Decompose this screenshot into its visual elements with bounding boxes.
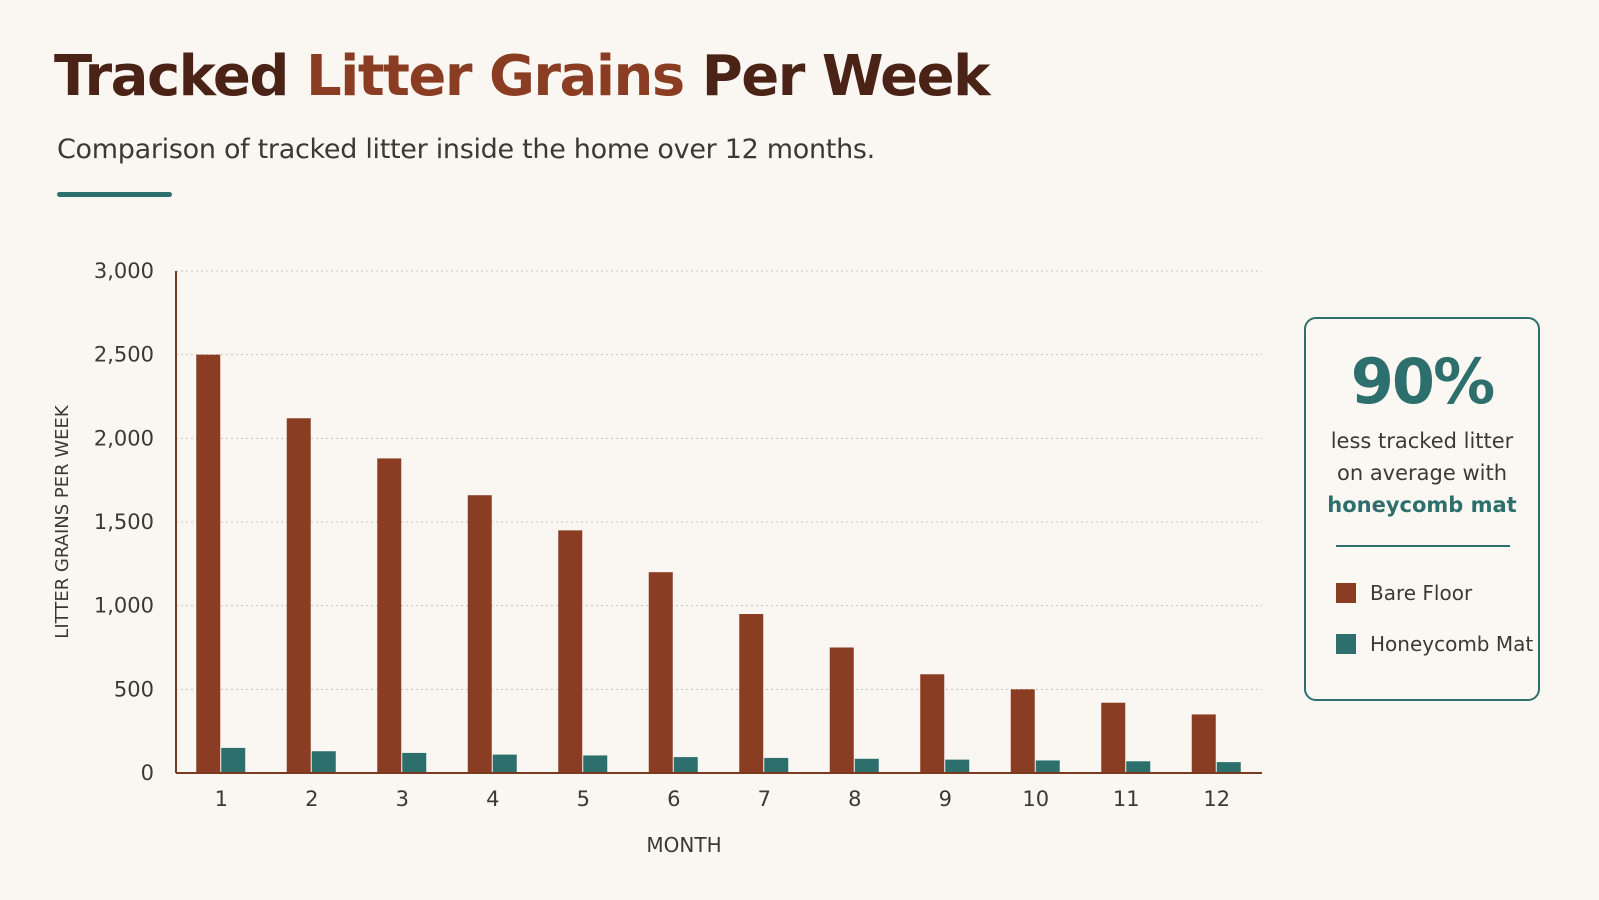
bar-bare-floor xyxy=(377,458,402,773)
bar-bare-floor xyxy=(467,495,492,773)
stat-line-2: on average with xyxy=(1336,461,1508,485)
x-tick-label: 7 xyxy=(758,787,771,811)
legend-swatch-honeycomb-mat xyxy=(1336,634,1356,654)
y-tick-label: 3,000 xyxy=(94,259,154,283)
bar-honeycomb-mat xyxy=(402,752,427,773)
x-tick-label: 12 xyxy=(1203,787,1230,811)
bar-bare-floor xyxy=(1010,689,1035,773)
x-tick-label: 2 xyxy=(305,787,318,811)
bar-bare-floor xyxy=(558,530,583,773)
bar-bare-floor xyxy=(196,354,221,773)
bar-honeycomb-mat xyxy=(854,758,879,773)
legend-item-honeycomb-mat: Honeycomb Mat xyxy=(1336,632,1533,656)
bar-bare-floor xyxy=(1101,702,1126,773)
bar-honeycomb-mat xyxy=(492,754,517,773)
accent-underline xyxy=(57,192,172,197)
bar-honeycomb-mat xyxy=(1035,760,1060,773)
bar-honeycomb-mat xyxy=(583,755,608,773)
x-tick-label: 11 xyxy=(1113,787,1140,811)
legend-label-bare-floor: Bare Floor xyxy=(1370,581,1473,605)
x-tick-label: 4 xyxy=(486,787,499,811)
legend-swatch-bare-floor xyxy=(1336,583,1356,603)
stat-line-1: less tracked litter xyxy=(1330,429,1514,453)
y-tick-label: 2,000 xyxy=(94,426,154,450)
y-axis-label: LITTER GRAINS PER WEEK xyxy=(52,404,73,639)
stat-description: less tracked litter on average with hone… xyxy=(1306,425,1538,521)
bar-honeycomb-mat xyxy=(1216,762,1241,773)
bar-bare-floor xyxy=(829,647,854,773)
bar-bare-floor xyxy=(1191,714,1216,773)
bar-bare-floor xyxy=(286,418,311,773)
x-tick-label: 3 xyxy=(396,787,409,811)
bar-honeycomb-mat xyxy=(311,751,336,773)
y-tick-label: 2,500 xyxy=(94,343,154,367)
y-tick-label: 1,000 xyxy=(94,594,154,618)
bar-honeycomb-mat xyxy=(945,759,970,773)
x-tick-label: 6 xyxy=(667,787,680,811)
bar-bare-floor xyxy=(648,572,673,773)
bar-honeycomb-mat xyxy=(764,757,789,773)
stat-value: 90% xyxy=(1350,345,1495,418)
x-tick-label: 1 xyxy=(215,787,228,811)
legend-label-honeycomb-mat: Honeycomb Mat xyxy=(1370,632,1534,656)
page-title: Tracked Litter Grains Per Week xyxy=(54,44,991,109)
bar-honeycomb-mat xyxy=(1126,761,1151,773)
legend-item-bare-floor: Bare Floor xyxy=(1336,581,1472,605)
title-part-2: Litter Grains xyxy=(305,44,685,109)
bar-honeycomb-mat xyxy=(221,747,246,773)
callout-divider xyxy=(1336,545,1510,547)
x-tick-label: 10 xyxy=(1022,787,1049,811)
stat-line-3: honeycomb mat xyxy=(1327,493,1517,517)
page-subtitle: Comparison of tracked litter inside the … xyxy=(57,134,875,165)
x-tick-label: 9 xyxy=(939,787,952,811)
y-tick-label: 1,500 xyxy=(94,510,154,534)
title-part-3: Per Week xyxy=(683,44,991,109)
x-axis-label: MONTH xyxy=(646,833,721,857)
bar-bare-floor xyxy=(739,614,764,773)
x-tick-label: 5 xyxy=(577,787,590,811)
y-tick-label: 500 xyxy=(114,677,154,701)
stat-callout-card: 90% less tracked litter on average with … xyxy=(1304,317,1540,701)
bar-bare-floor xyxy=(920,674,945,773)
title-part-1: Tracked xyxy=(54,44,306,109)
bar-honeycomb-mat xyxy=(673,757,698,773)
y-tick-label: 0 xyxy=(141,761,154,785)
x-tick-label: 8 xyxy=(848,787,861,811)
